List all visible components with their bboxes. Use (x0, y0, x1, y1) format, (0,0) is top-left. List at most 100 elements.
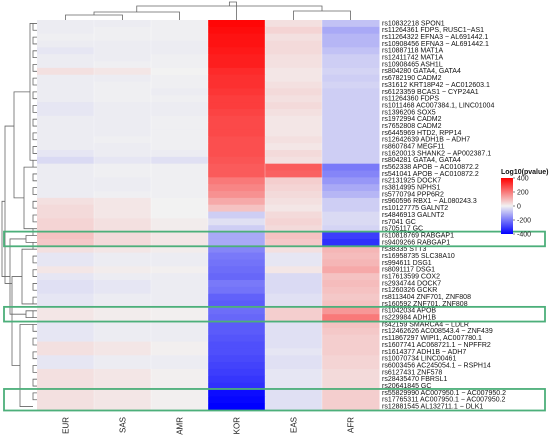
heatmap-cell (94, 156, 152, 165)
heatmap-cell (94, 108, 152, 117)
heatmap-cell (94, 74, 152, 83)
row-label: rs804281 GATA4, GATA4 (382, 157, 461, 164)
heatmap-cell (37, 184, 95, 192)
heatmap-cell (37, 375, 95, 384)
heatmap-cell (151, 129, 209, 137)
heatmap-cell (151, 314, 209, 322)
heatmap-cell (208, 115, 266, 124)
row-label: rs9409266 RABGAP1 (382, 239, 450, 246)
heatmap-cell (94, 47, 152, 55)
heatmap-cell (151, 389, 209, 397)
heatmap-cell (94, 396, 152, 404)
row-label: rs1260326 GCKR (382, 287, 437, 294)
heatmap-cell (322, 362, 380, 370)
heatmap-cell (208, 403, 266, 411)
heatmap-cell (94, 375, 152, 384)
heatmap-cell (151, 307, 209, 315)
heatmap-cell (208, 273, 266, 281)
heatmap-cell (322, 334, 380, 343)
dendrogram-branch (32, 200, 37, 209)
heatmap-cell (151, 259, 209, 267)
heatmap-cell (322, 143, 380, 151)
row-label: rs38335 STT3 (382, 246, 426, 253)
heatmap-cell (265, 273, 323, 281)
heatmap-cell (94, 259, 152, 267)
heatmap-cell (94, 184, 152, 192)
heatmap-cell (322, 225, 380, 233)
heatmap-cell (151, 67, 209, 76)
heatmap-cell (94, 20, 152, 28)
heatmap-cell (265, 238, 323, 247)
heatmap-cell (265, 286, 323, 295)
heatmap-cell (322, 273, 380, 281)
heatmap-cell (322, 252, 380, 260)
heatmap-cell (94, 88, 152, 96)
heatmap-cell (322, 218, 380, 226)
heatmap-cell (94, 33, 152, 42)
heatmap-cell (208, 61, 266, 69)
heatmap-cell (208, 67, 266, 76)
heatmap-cell (151, 54, 209, 62)
heatmap-cell (151, 122, 209, 130)
column-label: AFR (347, 417, 356, 433)
heatmap-cell (37, 177, 95, 185)
heatmap-cell (322, 259, 380, 267)
heatmap-cell (37, 40, 95, 48)
heatmap-cell (322, 403, 380, 411)
heatmap-cell (37, 382, 95, 390)
heatmap-cell (37, 108, 95, 117)
heatmap-cell (265, 348, 323, 356)
row-label: rs10887118 MAT1A (382, 48, 444, 55)
heatmap-cell (151, 88, 209, 96)
row-label: rs541041 APOB − AC010872.2 (382, 171, 479, 178)
heatmap-cell (208, 286, 266, 295)
heatmap-cell (37, 293, 95, 302)
legend-ticks: 400 200 0 -200 -400 (513, 176, 531, 239)
heatmap-cell (151, 396, 209, 404)
heatmap-cell (322, 33, 380, 42)
heatmap-cell (37, 20, 95, 28)
legend-tick-label: 200 (517, 190, 529, 197)
heatmap-cell (208, 396, 266, 404)
row-label: rs12642639 ADH1B − ADH7 (382, 137, 470, 144)
heatmap-cell (208, 204, 266, 213)
heatmap-cell (37, 286, 95, 295)
heatmap-cell (208, 211, 266, 219)
heatmap-cell (151, 348, 209, 356)
dendrogram-branch (293, 10, 351, 20)
heatmap-cell (265, 259, 323, 267)
heatmap-cell (265, 122, 323, 130)
heatmap-cell (208, 218, 266, 226)
heatmap-cell (151, 136, 209, 144)
heatmap-cell (208, 355, 266, 363)
heatmap-cell (37, 115, 95, 124)
heatmap-cell (94, 307, 152, 315)
heatmap-cell (208, 375, 266, 384)
heatmap-cell (322, 81, 380, 89)
heatmap-cell (94, 321, 152, 329)
heatmap-cell (322, 74, 380, 83)
row-label: rs10070734 LINC00461 (382, 356, 456, 363)
heatmap-cell (265, 355, 323, 363)
dendrogram-branch (19, 324, 33, 407)
row-label: rs7652808 CADM2 (382, 123, 442, 130)
row-label: rs16958735 SLC38A10 (382, 253, 455, 260)
heatmap-cell (322, 286, 380, 295)
heatmap-cell (37, 129, 95, 137)
heatmap-cell (322, 245, 380, 254)
heatmap-cell (151, 191, 209, 199)
heatmap-cell (208, 321, 266, 329)
heatmap-cell (322, 204, 380, 213)
legend-colorbar (501, 178, 513, 234)
heatmap-cell (37, 245, 95, 254)
heatmap-cell (265, 163, 323, 172)
heatmap-cell (37, 348, 95, 356)
dendrogram-branch (32, 64, 37, 72)
heatmap-cell (94, 266, 152, 274)
heatmap-cell (322, 280, 380, 288)
row-label: rs10832218 SPON1 (382, 20, 445, 27)
row-label: rs42159 SMARCA4 − LDLR (382, 321, 469, 328)
dendrogram-branch (32, 310, 37, 319)
heatmap-cell (208, 348, 266, 356)
